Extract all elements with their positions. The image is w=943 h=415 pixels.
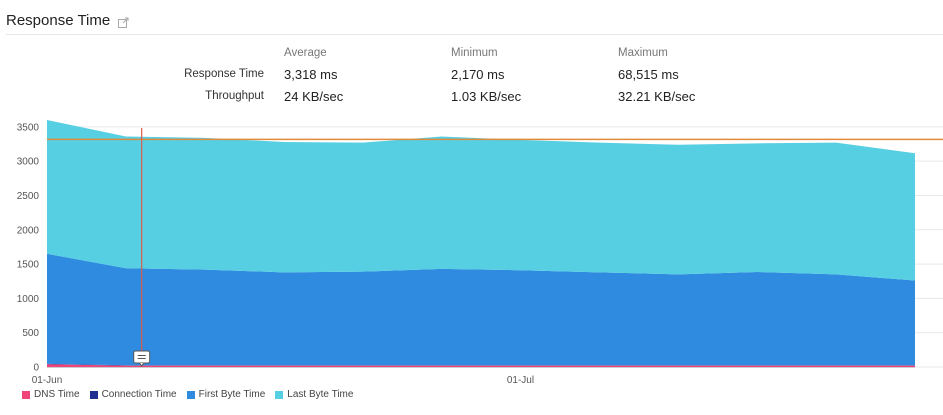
stats-value: 2,170 ms bbox=[451, 67, 505, 82]
y-tick-label: 3500 bbox=[17, 122, 40, 133]
stats-value: 68,515 ms bbox=[618, 67, 679, 82]
y-tick-label: 1000 bbox=[17, 294, 40, 305]
stats-value: 1.03 KB/sec bbox=[451, 89, 522, 104]
stacked-area-chart[interactable]: 0 500 1000 1500 2000 2500 3000 3500 01-Jun 01-Jul bbox=[0, 120, 943, 388]
x-tick-label: 01-Jun bbox=[32, 375, 63, 386]
y-tick-label: 2000 bbox=[17, 225, 40, 236]
legend-swatch-first-byte bbox=[186, 390, 195, 399]
stats-header-minimum: Minimum bbox=[451, 47, 498, 59]
y-tick-label: 2500 bbox=[17, 191, 40, 202]
legend-item-first-byte-time[interactable]: First Byte Time bbox=[186, 389, 266, 400]
legend-swatch-last-byte bbox=[275, 390, 284, 399]
legend-label: Connection Time bbox=[101, 389, 177, 400]
stats-header-average: Average bbox=[284, 47, 327, 59]
widget-title: Response Time bbox=[6, 11, 111, 29]
external-link-icon[interactable] bbox=[118, 15, 129, 28]
area-last-byte-time bbox=[47, 120, 915, 281]
y-tick-label: 0 bbox=[33, 363, 39, 374]
x-tick-label: 01-Jul bbox=[507, 375, 534, 386]
legend-swatch-connection bbox=[89, 390, 98, 399]
legend-swatch-dns bbox=[22, 390, 30, 399]
chart-legend: DNS Time Connection Time First Byte Time… bbox=[22, 389, 353, 400]
stats-value: 24 KB/sec bbox=[284, 89, 344, 104]
stats-header-maximum: Maximum bbox=[618, 47, 668, 59]
legend-label: Last Byte Time bbox=[287, 389, 354, 400]
legend-item-last-byte-time[interactable]: Last Byte Time bbox=[275, 389, 353, 400]
legend-label: First Byte Time bbox=[198, 389, 266, 400]
y-tick-label: 3000 bbox=[17, 157, 40, 168]
y-tick-label: 1500 bbox=[17, 260, 40, 271]
y-tick-label: 500 bbox=[22, 328, 39, 339]
stats-value: 32.21 KB/sec bbox=[618, 89, 696, 104]
area-first-byte-time bbox=[47, 253, 915, 366]
stats-row-label: Throughput bbox=[205, 90, 264, 102]
stats-row-label: Response Time bbox=[184, 68, 264, 80]
stats-value: 3,318 ms bbox=[284, 67, 338, 82]
widget-header: Response Time bbox=[6, 8, 129, 32]
annotation-icon[interactable] bbox=[133, 350, 151, 367]
legend-label: DNS Time bbox=[34, 389, 80, 400]
legend-item-dns-time[interactable]: DNS Time bbox=[22, 389, 80, 400]
header-divider bbox=[6, 34, 943, 35]
legend-item-connection-time[interactable]: Connection Time bbox=[89, 389, 177, 400]
